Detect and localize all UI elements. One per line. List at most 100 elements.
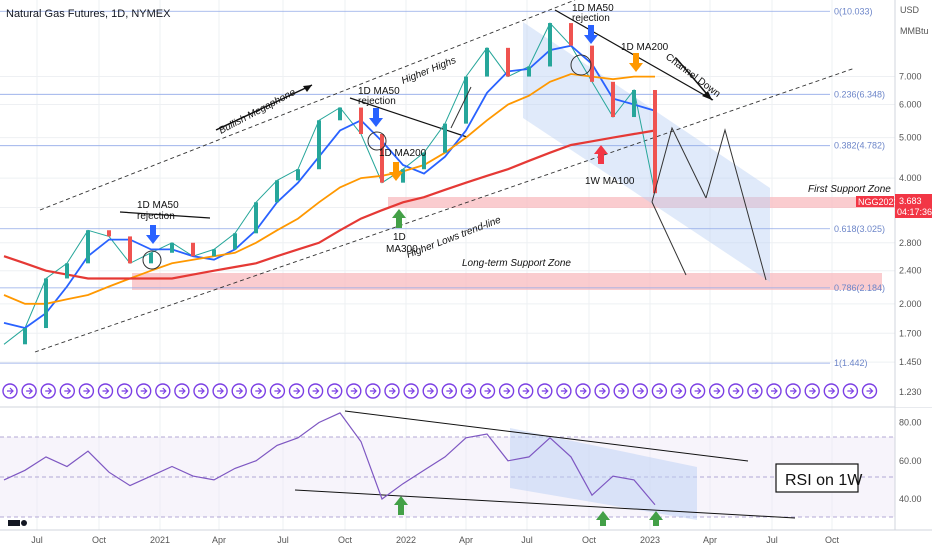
ma50-rejection-arrow-icon: [369, 108, 383, 127]
price-axis-unit2: MMBtu: [900, 26, 929, 36]
series-price: [3, 22, 656, 345]
ma50-rejection-3-line2: rejection: [572, 13, 610, 24]
time-label: Oct: [338, 535, 353, 545]
fib-label: 0.618(3.025): [834, 224, 885, 234]
price-tick: 2.000: [899, 299, 922, 309]
event-icon-arrow: [446, 387, 454, 395]
megaphone-arrow-line: [215, 84, 313, 131]
ma300-label-line2: MA300: [386, 244, 418, 255]
rejection-circle-2: [367, 131, 387, 151]
time-label: 2021: [150, 535, 170, 545]
price-tick: 1.450: [899, 357, 922, 367]
event-icon-arrow: [198, 387, 205, 395]
price-candle: [653, 89, 657, 194]
event-icon-arrow: [369, 387, 377, 395]
rsi-up-arrow-icon: [394, 496, 408, 515]
price-candle: [569, 23, 573, 46]
ma300-up-arrow-icon: [392, 209, 406, 228]
price-candle: [233, 233, 237, 250]
ma200-arrow-icon: [629, 53, 643, 72]
rsi-up-arrow-icon: [596, 511, 610, 526]
price-candle: [401, 169, 405, 183]
price-candle: [44, 278, 48, 329]
price-candle: [506, 47, 510, 77]
event-icon-arrow: [713, 387, 721, 395]
rejection-circle-3: [570, 54, 592, 76]
long-term-support-zone: [132, 273, 882, 290]
price-candle: [296, 169, 300, 181]
price-candle: [443, 123, 447, 153]
fibonacci-levels: 0(10.033) 0.236(6.348) 0.382(4.782) 0.618(3…: [0, 6, 885, 368]
fib-label: 0.786(2.184): [834, 283, 885, 293]
price-candle: [191, 242, 195, 257]
price-candle: [590, 45, 594, 82]
event-icon-arrow: [828, 387, 836, 395]
event-icon-arrow: [408, 387, 415, 395]
event-icon-arrow: [102, 387, 110, 395]
event-icon-arrow: [790, 387, 797, 395]
projection-path-1: [651, 126, 707, 203]
event-icon-arrow: [389, 387, 396, 395]
price-candle: [212, 249, 216, 257]
time-label: Jul: [521, 535, 533, 545]
event-icon-arrow: [847, 387, 855, 395]
time-label: Oct: [825, 535, 840, 545]
time-label: 2023: [640, 535, 660, 545]
price-candle: [611, 81, 615, 118]
event-icon-arrow: [580, 387, 587, 395]
ma50-rejection-1-line1: 1D MA50: [137, 200, 179, 211]
megaphone-upper-line: [39, 0, 576, 211]
price-candle: [149, 252, 153, 264]
ma50-rejection-2-line1: 1D MA50: [358, 86, 400, 97]
event-icon-arrow: [312, 387, 320, 395]
events-row[interactable]: [2, 383, 878, 399]
projection-path-2: [651, 201, 687, 276]
event-icon-arrow: [560, 387, 568, 395]
weekly-ma100-up-arrow-icon: [594, 145, 608, 164]
event-icon-arrow: [599, 387, 606, 395]
price-tick: 6.000: [899, 100, 922, 110]
rsi-tick: 80.00: [899, 417, 922, 427]
series-1d-ma50: [3, 44, 656, 329]
price-candle: [464, 76, 468, 124]
fib-label: 0.236(6.348): [834, 89, 885, 99]
channel-down-arrowhead-icon: [702, 91, 712, 100]
price-candle: [632, 89, 636, 118]
price-tick: 1.230: [899, 387, 922, 397]
event-icon-arrow: [26, 387, 33, 395]
event-icon-arrow: [217, 387, 224, 395]
rsi-line: [3, 412, 656, 506]
fib-label: 1(1.442): [834, 358, 868, 368]
time-label: Jul: [766, 535, 778, 545]
price-candle: [170, 242, 174, 253]
fib-label: 0(10.033): [834, 6, 873, 16]
price-tick: 1.700: [899, 328, 922, 338]
last-price-value: 3.683: [899, 196, 922, 206]
projection-path-3: [705, 128, 767, 281]
price-candle: [338, 107, 342, 121]
rejection-line-1: [119, 211, 211, 219]
time-label: Oct: [92, 535, 107, 545]
event-icon-arrow: [121, 387, 129, 395]
higher-highs-arrow: [450, 86, 472, 129]
price-candle: [527, 66, 531, 77]
time-axis[interactable]: [0, 530, 932, 550]
rsi-label: RSI on 1W: [785, 472, 863, 489]
event-icon-arrow: [350, 387, 358, 395]
megaphone-arrowhead-icon: [303, 85, 312, 92]
event-icon-arrow: [465, 387, 473, 395]
time-label: Jul: [31, 535, 43, 545]
time-label: Apr: [212, 535, 226, 545]
price-series-group: [3, 22, 657, 345]
ma200-label-1: 1D MA200: [379, 148, 427, 159]
event-icon-arrow: [64, 387, 72, 395]
ma300-label-line1: 1D: [393, 232, 406, 243]
event-icon-arrow: [809, 387, 817, 395]
event-icon-arrow: [274, 387, 282, 395]
price-candle: [380, 133, 384, 183]
price-tick: 2.800: [899, 238, 922, 248]
rsi-label-box: [775, 463, 859, 493]
ma50-rejection-1-line2: rejection: [137, 211, 175, 222]
series-1d-ma300: [3, 129, 656, 280]
